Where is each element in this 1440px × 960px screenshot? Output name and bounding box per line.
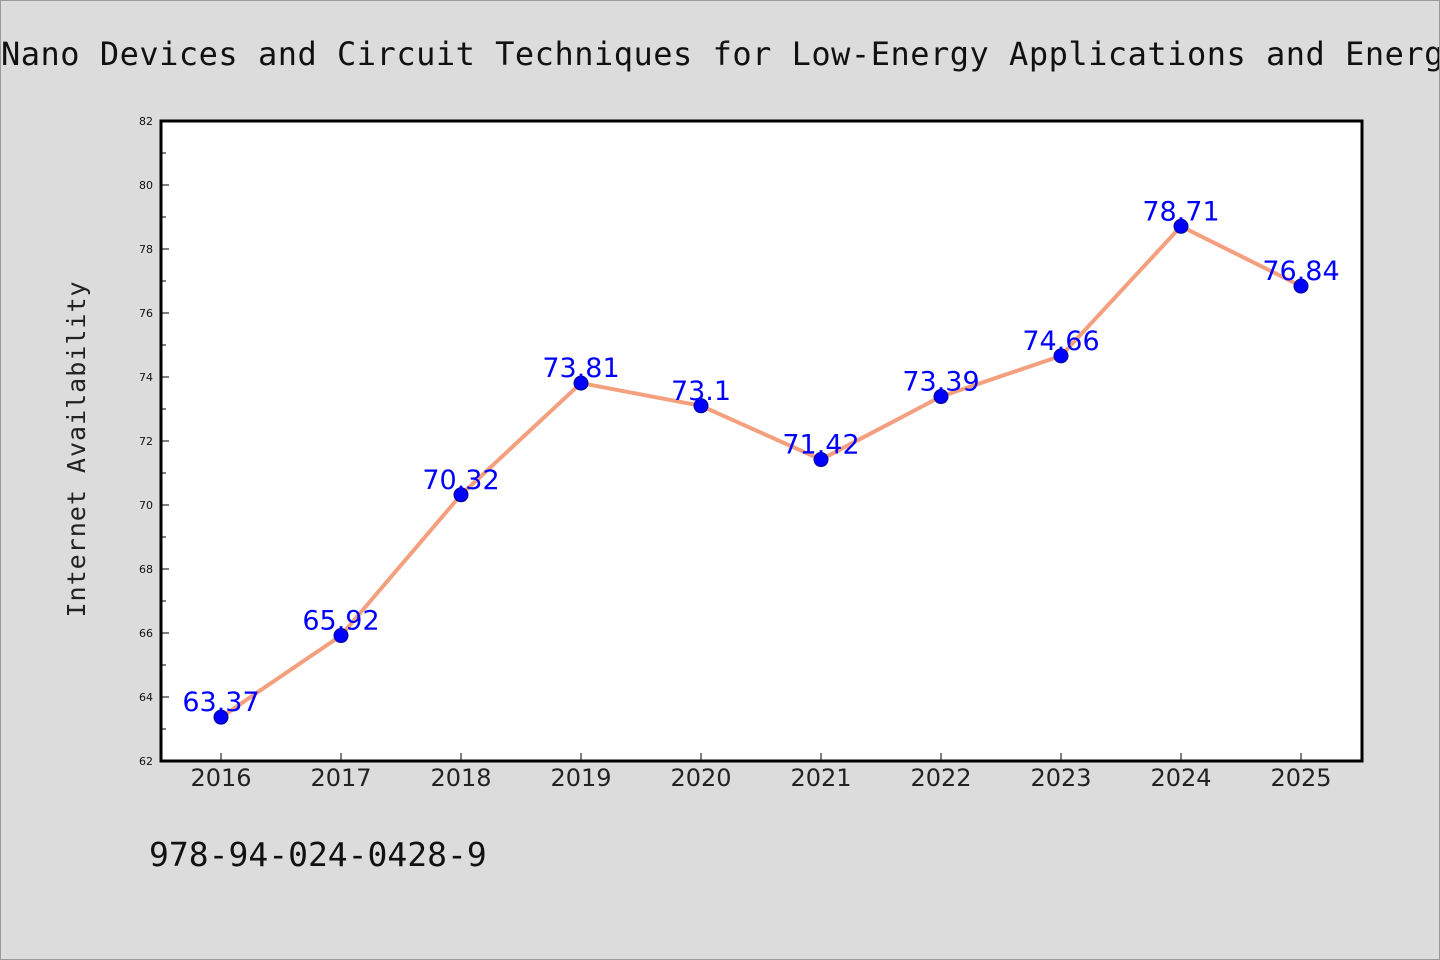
data-label: 70.32 xyxy=(422,465,499,496)
data-point xyxy=(1293,278,1309,294)
data-label: 71.42 xyxy=(782,430,859,461)
x-axis: 2016 2017 2018 2019 2020 2021 2022 2023 2024 2025 xyxy=(190,753,1332,792)
data-point xyxy=(573,375,589,391)
x-tick-label: 2018 xyxy=(430,764,491,792)
data-point xyxy=(213,709,229,725)
data-label: 78.71 xyxy=(1142,196,1219,227)
data-label: 73.39 xyxy=(902,367,979,398)
series-markers xyxy=(213,218,1309,725)
series-line xyxy=(219,224,1302,719)
x-tick-label: 2019 xyxy=(550,764,611,792)
x-tick-label: 2016 xyxy=(190,764,251,792)
y-tick-label: 70 xyxy=(139,499,153,512)
data-label: 74.66 xyxy=(1022,326,1099,357)
data-point xyxy=(933,389,949,405)
chart-title: Nano Devices and Circuit Techniques for … xyxy=(1,35,1440,73)
data-label: 76.84 xyxy=(1262,256,1339,287)
data-point xyxy=(693,398,709,414)
y-tick-label: 72 xyxy=(139,435,153,448)
plot-area xyxy=(161,121,1362,761)
y-axis-label: Internet Availability xyxy=(62,280,91,617)
x-tick-label: 2024 xyxy=(1150,764,1211,792)
data-point xyxy=(333,628,349,644)
plot-frame xyxy=(159,119,1364,763)
x-tick-label: 2020 xyxy=(670,764,731,792)
x-tick-label: 2025 xyxy=(1270,764,1331,792)
data-label: 63.37 xyxy=(182,687,259,718)
data-point xyxy=(453,487,469,503)
x-tick-label: 2023 xyxy=(1030,764,1091,792)
y-tick-label: 62 xyxy=(139,755,153,768)
data-labels: 63.37 65.92 70.32 73.81 73.1 71.42 73.39 74.66 7… xyxy=(182,196,1339,718)
data-label: 73.81 xyxy=(542,353,619,384)
y-tick-label: 80 xyxy=(139,179,153,192)
data-label: 73.1 xyxy=(671,376,731,407)
y-tick-label: 82 xyxy=(139,115,153,128)
y-tick-label: 76 xyxy=(139,307,153,320)
x-tick-label: 2021 xyxy=(790,764,851,792)
data-point xyxy=(813,452,829,468)
x-tick-label: 2017 xyxy=(310,764,371,792)
x-tick-label: 2022 xyxy=(910,764,971,792)
y-axis: 62 64 66 68 70 72 74 76 78 80 82 xyxy=(139,115,169,768)
y-tick-label: 64 xyxy=(139,691,153,704)
data-point xyxy=(1173,218,1189,234)
data-point xyxy=(1053,348,1069,364)
y-tick-label: 78 xyxy=(139,243,153,256)
y-tick-label: 74 xyxy=(139,371,153,384)
y-tick-label: 66 xyxy=(139,627,153,640)
data-label: 65.92 xyxy=(302,606,379,637)
isbn-text: 978-94-024-0428-9 xyxy=(149,835,487,874)
y-tick-label: 68 xyxy=(139,563,153,576)
